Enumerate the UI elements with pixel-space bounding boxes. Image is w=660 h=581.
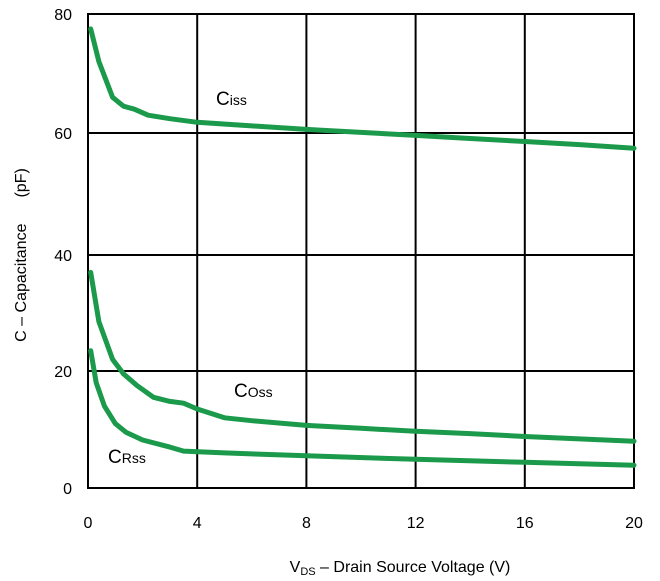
series-label-sub: iss <box>230 92 247 108</box>
plot-frame <box>87 13 635 489</box>
series-label-coss: COss <box>234 381 273 402</box>
y-axis-title: C – Capacitance (pF) <box>13 168 30 342</box>
series-label-ciss: Ciss <box>216 89 247 110</box>
y-tick-label: 80 <box>54 7 72 24</box>
x-axis-title-main: V <box>290 559 301 576</box>
series-label-main: C <box>108 447 122 468</box>
x-tick-labels: 0 4 8 12 16 20 <box>84 515 643 532</box>
y-tick-label: 20 <box>54 364 72 381</box>
series-curves <box>88 26 637 468</box>
y-tick-labels: 0 20 40 60 80 <box>54 7 72 498</box>
series-label-main: C <box>234 381 248 402</box>
grid-lines <box>88 14 634 488</box>
x-axis-title-sub: DS <box>300 566 315 578</box>
x-tick-label: 8 <box>302 515 311 532</box>
y-tick-label: 40 <box>54 248 72 265</box>
series-label-sub: Rss <box>122 450 146 466</box>
series-label-main: C <box>216 89 230 110</box>
y-tick-label: 60 <box>54 126 72 143</box>
x-tick-label: 20 <box>625 515 643 532</box>
x-tick-label: 16 <box>516 515 534 532</box>
x-axis-title: VDS – Drain Source Voltage (V) <box>290 559 511 578</box>
series-line-crss <box>88 348 637 468</box>
y-tick-label: 0 <box>63 481 72 498</box>
x-tick-label: 4 <box>193 515 202 532</box>
x-axis-title-rest: – Drain Source Voltage (V) <box>316 559 511 576</box>
y-axis-title-main: C – Capacitance <box>13 223 30 341</box>
series-line-ciss <box>88 26 637 151</box>
y-axis-title-unit: (pF) <box>13 168 30 197</box>
x-tick-label: 12 <box>407 515 425 532</box>
series-label-crss: CRss <box>108 447 146 468</box>
x-tick-label: 0 <box>84 515 93 532</box>
series-line-coss <box>88 269 637 444</box>
series-label-sub: Oss <box>248 384 273 400</box>
